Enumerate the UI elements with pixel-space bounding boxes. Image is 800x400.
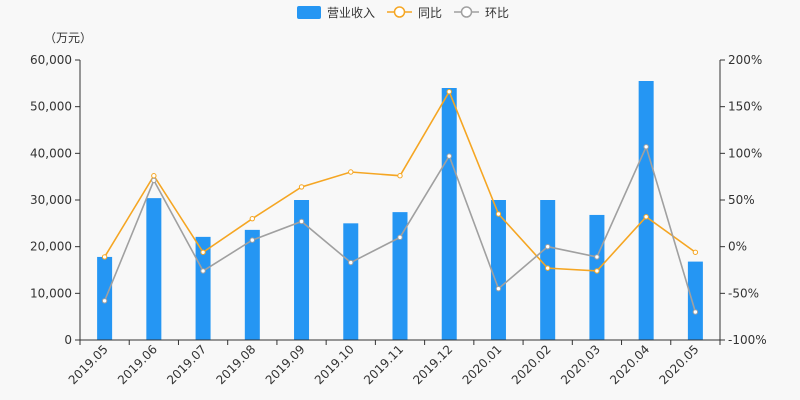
mom-point <box>594 254 600 260</box>
revenue-bar <box>244 229 260 340</box>
yoy-point <box>151 173 157 179</box>
yoy-point <box>397 173 403 179</box>
yoy-point <box>594 268 600 274</box>
legend: 营业收入 同比 环比 <box>297 6 509 20</box>
yoy-point <box>101 254 108 260</box>
left-axis-unit-label: （万元） <box>44 31 92 45</box>
x-axis-tick-label: 2020.02 <box>509 342 554 387</box>
yoy-point <box>249 215 256 222</box>
mom-point <box>101 298 108 304</box>
legend-label-mom[interactable]: 环比 <box>485 6 509 20</box>
left-axis-tick-label: 10,000 <box>30 286 72 300</box>
right-axis-tick-label: 50% <box>728 193 755 207</box>
left-axis-tick-label: 40,000 <box>30 146 72 160</box>
left-axis-tick-label: 60,000 <box>30 53 72 67</box>
mom-point <box>397 234 403 241</box>
legend-swatch-revenue[interactable] <box>297 6 321 19</box>
revenue-bar <box>392 212 408 340</box>
legend-label-yoy[interactable]: 同比 <box>418 6 442 20</box>
yoy-point <box>446 89 452 95</box>
revenue-bar <box>343 223 359 340</box>
yoy-point <box>544 265 551 271</box>
x-axis: 2019.05 2019.06 2019.07 2019.08 2019.09 2019.… <box>66 339 721 387</box>
mom-point <box>200 268 206 274</box>
yoy-point <box>298 184 305 190</box>
right-axis: -100% -50% 0% 50% 100% 150% 200% <box>719 53 767 347</box>
revenue-bar <box>146 198 162 340</box>
yoy-point <box>495 211 502 217</box>
right-axis-tick-label: 0% <box>728 240 747 254</box>
x-axis-tick-label: 2019.09 <box>263 342 308 387</box>
right-axis-tick-label: 100% <box>728 146 762 160</box>
x-axis-tick-label: 2020.04 <box>607 342 652 387</box>
legend-label-revenue[interactable]: 营业收入 <box>327 6 375 20</box>
left-axis-tick-label: 30,000 <box>30 193 72 207</box>
x-axis-tick-label: 2019.11 <box>361 342 406 387</box>
mom-point <box>446 153 452 159</box>
mom-point <box>544 243 551 250</box>
yoy-point <box>348 169 354 175</box>
x-axis-tick-label: 2019.06 <box>115 342 160 387</box>
x-axis-tick-label: 2019.10 <box>312 342 357 387</box>
x-axis-tick-label: 2020.05 <box>657 342 702 387</box>
mom-point <box>151 177 157 184</box>
x-axis-tick-label: 2019.08 <box>213 342 258 387</box>
left-axis: 0 10,000 20,000 30,000 40,000 50,000 60,000 <box>30 53 81 347</box>
x-axis-tick-label: 2020.01 <box>460 342 505 387</box>
right-axis-tick-label: 200% <box>728 53 762 67</box>
mom-point <box>495 285 502 292</box>
mom-point <box>298 218 305 225</box>
mom-point <box>692 309 699 315</box>
yoy-point <box>200 249 206 255</box>
yoy-point <box>692 249 699 255</box>
right-axis-tick-label: 150% <box>728 100 762 114</box>
x-axis-tick-label: 2019.07 <box>164 342 209 387</box>
line-series <box>101 89 699 315</box>
mom-point <box>348 259 354 266</box>
right-axis-tick-label: -50% <box>728 286 759 300</box>
left-axis-tick-label: 50,000 <box>30 100 72 114</box>
legend-marker-yoy[interactable] <box>393 6 406 18</box>
revenue-bar <box>490 200 506 340</box>
x-axis-tick-label: 2019.12 <box>410 342 455 387</box>
left-axis-tick-label: 0 <box>64 333 72 347</box>
x-axis-tick-label: 2020.03 <box>558 342 603 387</box>
revenue-bar <box>589 214 605 340</box>
revenue-bar <box>441 88 457 340</box>
x-axis-tick-label: 2019.05 <box>66 342 111 387</box>
bar-series <box>97 81 703 340</box>
right-axis-tick-label: -100% <box>728 333 767 347</box>
mom-point <box>249 237 256 243</box>
yoy-point <box>643 214 649 220</box>
left-axis-tick-label: 20,000 <box>30 240 72 254</box>
revenue-bar <box>294 200 310 340</box>
legend-marker-mom[interactable] <box>460 6 473 18</box>
mom-point <box>643 144 649 150</box>
revenue-bar <box>638 81 654 340</box>
revenue-bar <box>687 261 703 340</box>
